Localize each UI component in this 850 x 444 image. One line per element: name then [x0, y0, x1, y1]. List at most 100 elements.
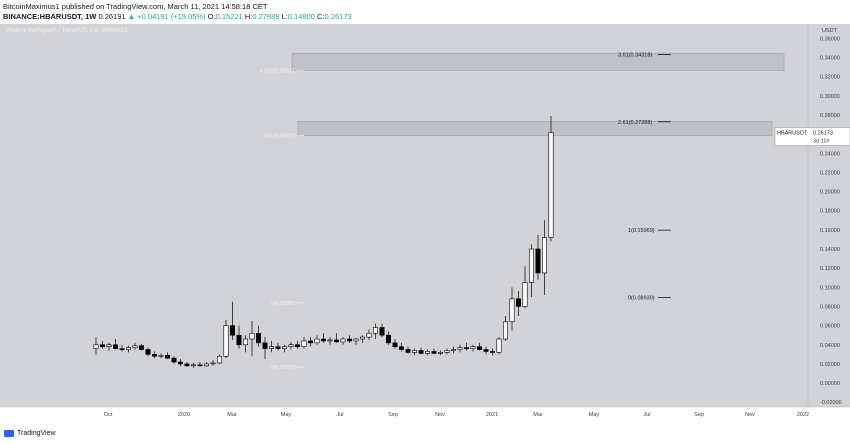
fib-left-label-1: 3.61(0.25873): [263, 133, 297, 139]
publisher-line: BitcoinMaximus1 published on TradingView…: [3, 2, 268, 11]
high-value: 0.27888: [252, 12, 280, 21]
candle-body-19: [217, 355, 223, 364]
candle-body-51: [424, 351, 430, 354]
candle-body-20: [223, 325, 229, 357]
candle-body-13: [178, 361, 184, 365]
x-tick-label-13: 2022: [797, 412, 809, 418]
candle-body-47: [398, 346, 404, 350]
candle-body-54: [444, 350, 450, 353]
candle-body-5: [126, 347, 132, 350]
candle-body-41: [359, 336, 365, 340]
candle-body-7: [139, 345, 145, 350]
y-tick-label-2: 0.32000: [820, 75, 840, 81]
fib-right-label-0: 3.61(0.34318): [618, 52, 652, 58]
candle-body-48: [405, 349, 411, 353]
x-tick-label-5: Sep: [388, 412, 398, 418]
candle-body-40: [353, 338, 359, 342]
candle-body-42: [366, 332, 372, 338]
candle-body-15: [191, 364, 197, 367]
fib-left-label-3: 0(0.01678): [270, 365, 297, 371]
resistance-zone-0: [291, 52, 785, 71]
candle-body-66: [522, 282, 528, 307]
y-tick-label-6: 0.24000: [820, 151, 840, 157]
candle-body-36: [327, 339, 333, 342]
x-tick-label-6: Nov: [435, 412, 445, 418]
x-tick-label-2: Mar: [227, 412, 237, 418]
candle-body-10: [158, 354, 164, 357]
candle-body-1: [100, 344, 106, 347]
candle-body-64: [509, 298, 515, 323]
candle-body-33: [307, 340, 313, 344]
candle-body-14: [184, 363, 190, 367]
candle-body-39: [346, 338, 352, 342]
last-price-symbol: HBARUSDT: [777, 130, 808, 136]
footer: TradingView: [4, 430, 56, 437]
candle-body-49: [411, 350, 417, 353]
candle-body-3: [113, 344, 119, 349]
candle-body-23: [243, 338, 249, 346]
fib-right-label-3: 0(0.08939): [628, 295, 655, 301]
y-axis-unit: USDT: [822, 28, 838, 34]
candle-body-16: [197, 364, 203, 367]
tradingview-logo-icon: [4, 430, 14, 437]
close-value: 0.26173: [324, 12, 352, 21]
y-tick-label-10: 0.16000: [820, 228, 840, 234]
candle-body-24: [249, 332, 255, 340]
fib-right-label-2: 1(0.15969): [628, 228, 655, 234]
symbol-overlay: Hedera Hashgraph / TetherUS, 1W, BINANCE: [6, 28, 129, 34]
candle-body-2: [106, 344, 112, 347]
y-axis-panel: [808, 24, 850, 407]
y-tick-label-12: 0.12000: [820, 266, 840, 272]
up-triangle-icon: ▲: [127, 12, 136, 21]
candle-body-12: [171, 357, 177, 363]
y-tick-label-0: 0.36000: [820, 36, 840, 42]
candle-body-45: [385, 334, 391, 344]
y-tick-label-3: 0.30000: [820, 94, 840, 100]
candle-body-18: [210, 362, 216, 365]
candle-body-6: [132, 345, 138, 348]
candle-body-9: [152, 354, 158, 357]
candle-body-30: [288, 344, 294, 347]
candle-body-62: [496, 338, 502, 353]
y-tick-label-19: -0.02000: [820, 400, 842, 406]
last-price: 0.26191: [98, 12, 126, 21]
fib-right-label-1: 2.61(0.27288): [618, 120, 652, 126]
candle-body-61: [489, 351, 495, 353]
y-tick-label-16: 0.04000: [820, 343, 840, 349]
candle-body-29: [281, 346, 287, 349]
candle-body-44: [379, 327, 385, 336]
fib-left-label-0: 4.618(0.32621): [260, 69, 297, 75]
candle-body-8: [145, 349, 151, 355]
candle-body-57: [463, 347, 469, 349]
candle-body-52: [431, 351, 437, 354]
x-tick-label-10: Jul: [643, 412, 650, 418]
y-tick-label-15: 0.06000: [820, 324, 840, 330]
candle-body-35: [320, 338, 326, 342]
candle-body-65: [515, 298, 521, 307]
candle-body-59: [476, 346, 482, 350]
price-change: +0.04191 (+19.05%): [137, 12, 206, 21]
last-price-tag: [774, 127, 850, 146]
open-label: O:: [207, 12, 216, 21]
y-tick-label-14: 0.08000: [820, 304, 840, 310]
y-tick-label-7: 0.22000: [820, 170, 840, 176]
candle-body-55: [450, 349, 456, 351]
candle-body-34: [314, 338, 320, 344]
chart-header: BitcoinMaximus1 published on TradingView…: [3, 2, 352, 22]
candle-body-27: [268, 346, 274, 349]
candle-body-25: [255, 332, 261, 344]
symbol-label: BINANCE:HBARUSDT, 1W: [3, 12, 97, 21]
candle-body-60: [483, 349, 489, 352]
x-tick-label-1: 2020: [178, 412, 190, 418]
candle-body-56: [457, 347, 463, 350]
last-price-value: 0.26173: [813, 130, 833, 136]
resistance-zone-1: [297, 120, 773, 136]
low-label: L:: [281, 12, 288, 21]
candle-body-21: [230, 325, 236, 336]
x-tick-label-4: Jul: [336, 412, 343, 418]
open-value: 0.15221: [215, 12, 243, 21]
y-tick-label-13: 0.10000: [820, 285, 840, 291]
candle-body-67: [528, 248, 534, 283]
y-tick-label-18: 0.00000: [820, 381, 840, 387]
